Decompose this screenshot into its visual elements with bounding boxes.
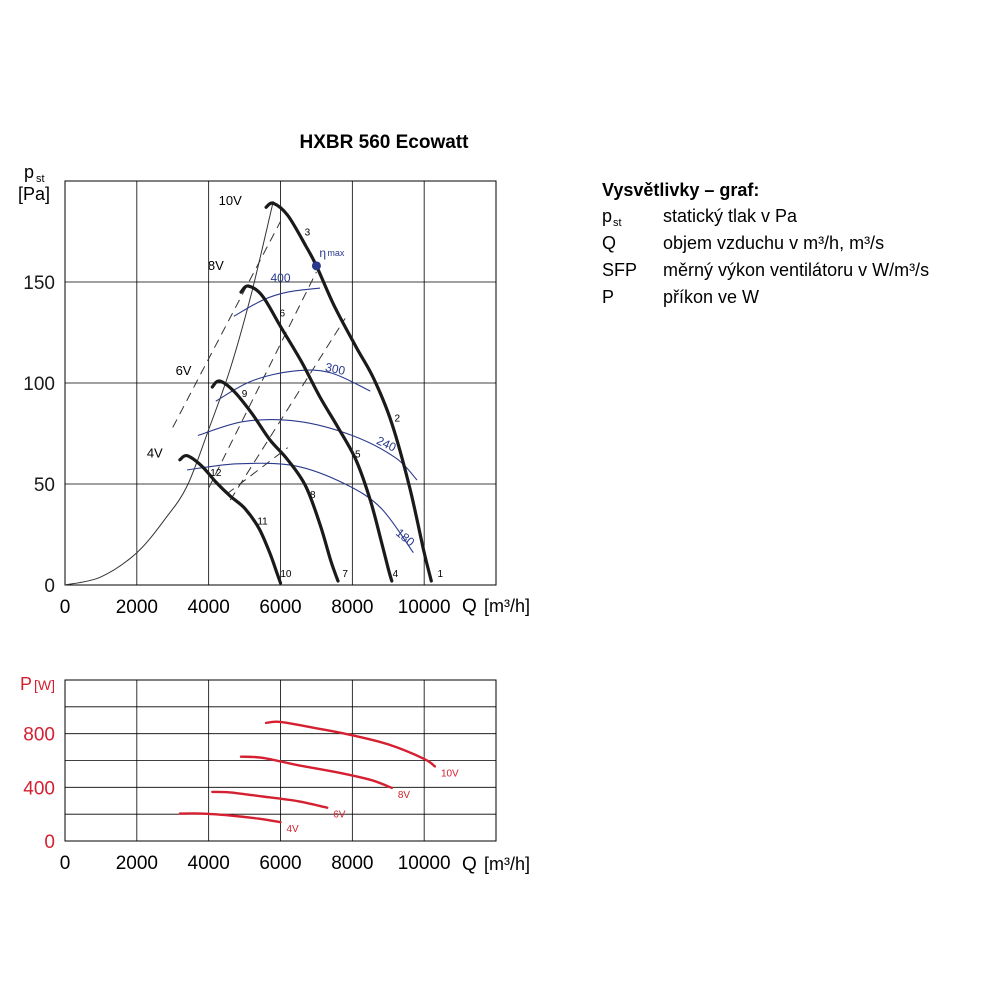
pressure-ticks: 0 2000 4000 6000 8000 10000 0 50 100 150 — [23, 273, 450, 618]
legend-description: měrný výkon ventilátoru v W/m³/s — [663, 260, 929, 280]
operating-point-label: 4 — [393, 569, 399, 580]
x-tick-label: 0 — [60, 853, 71, 874]
sfp-curve-240 — [197, 419, 418, 481]
power-curve-label: 6V — [333, 810, 346, 821]
voltage-label: 6V — [176, 363, 192, 378]
chart-title: HXBR 560 Ecowatt — [300, 132, 470, 153]
operating-point-label: 12 — [210, 468, 222, 479]
power-axis-unit: [W] — [34, 677, 55, 693]
x-tick-label: 4000 — [188, 597, 230, 618]
power-ticks: 0 2000 4000 6000 8000 10000 0 400 800 — [23, 725, 450, 874]
operating-point-label: 10 — [280, 569, 292, 580]
sfp-label: 180 — [393, 526, 418, 550]
voltage-label: 4V — [147, 446, 163, 461]
legend-symbol: p — [602, 206, 612, 226]
power-curve-6V — [211, 790, 329, 809]
legend-row-power: P příkon ve W — [602, 287, 759, 307]
legend-description: příkon ve W — [663, 287, 759, 307]
operating-point-label: 3 — [305, 228, 311, 239]
power-curve-label: 10V — [441, 768, 459, 779]
operating-point-label: 2 — [394, 413, 400, 424]
power-axis-symbol: P — [20, 674, 32, 694]
pressure-axis-unit: [Pa] — [18, 184, 50, 204]
power-grid — [64, 679, 497, 842]
x-tick-label: 10000 — [398, 597, 451, 618]
flow-axis-symbol: Q — [462, 596, 477, 617]
legend-symbol: P — [602, 287, 614, 307]
fan-curve-10V — [264, 201, 433, 583]
efficiency-line — [208, 271, 317, 489]
legend-symbol: Q — [602, 233, 616, 253]
efficiency-line — [226, 447, 288, 495]
operating-point-label: 6 — [280, 308, 286, 319]
eta-max-point — [311, 261, 321, 271]
x-tick-label: 8000 — [331, 597, 373, 618]
x-tick-label: 4000 — [188, 853, 230, 874]
sfp-curve-180 — [187, 462, 414, 554]
power-curve-label: 4V — [287, 824, 300, 835]
x-tick-label: 2000 — [116, 597, 158, 618]
y-tick-label: 150 — [23, 273, 55, 294]
operating-point-label: 9 — [242, 389, 248, 400]
x-tick-label: 6000 — [259, 597, 301, 618]
power-curves: 10V 8V 6V 4V — [178, 720, 459, 835]
sfp-curve-300 — [215, 369, 371, 402]
efficiency-line — [229, 318, 346, 501]
operating-point-label: 11 — [257, 516, 268, 527]
legend-row-flow: Q objem vzduchu v m³/h, m³/s — [602, 233, 884, 253]
legend-symbol-subscript: st — [613, 217, 622, 229]
eta-max-label: η — [319, 246, 326, 260]
legend-title: Vysvětlivky – graf: — [602, 180, 759, 200]
power-curve-8V — [239, 755, 393, 790]
legend-description: statický tlak v Pa — [663, 206, 798, 226]
power-flow-axis-unit: [m³/h] — [484, 854, 530, 874]
fan-curve-4V — [178, 453, 283, 585]
power-curve-10V — [264, 720, 437, 768]
operating-point-label: 5 — [355, 450, 361, 461]
system-curve — [64, 201, 274, 586]
y-tick-label: 800 — [23, 725, 55, 746]
fan-curve-6V — [210, 379, 340, 583]
x-tick-label: 2000 — [116, 853, 158, 874]
power-curve-4V — [178, 812, 282, 824]
sfp-label: 400 — [270, 271, 290, 285]
voltage-label: 8V — [208, 258, 224, 273]
legend-row-pressure: p st statický tlak v Pa — [602, 206, 798, 229]
sfp-label: 300 — [324, 360, 347, 378]
operating-point-label: 1 — [438, 569, 444, 580]
efficiency-line — [172, 221, 281, 428]
operating-point-label: 8 — [310, 490, 316, 501]
pressure-curves — [64, 201, 433, 586]
y-tick-label: 100 — [23, 374, 55, 395]
y-tick-label: 400 — [23, 778, 55, 799]
pressure-axis-symbol: p — [24, 162, 34, 182]
eta-max-subscript: max — [327, 248, 345, 258]
legend: Vysvětlivky – graf: p st statický tlak v… — [602, 180, 929, 307]
y-tick-label: 0 — [44, 576, 55, 597]
pressure-axis-subscript: st — [36, 173, 45, 185]
y-tick-label: 0 — [44, 832, 55, 853]
operating-point-label: 7 — [342, 569, 348, 580]
x-tick-label: 6000 — [259, 853, 301, 874]
x-tick-label: 10000 — [398, 853, 451, 874]
power-flow-axis-symbol: Q — [462, 854, 477, 875]
legend-description: objem vzduchu v m³/h, m³/s — [663, 233, 884, 253]
x-tick-label: 0 — [60, 597, 71, 618]
legend-row-sfp: SFP měrný výkon ventilátoru v W/m³/s — [602, 260, 929, 280]
pressure-grid — [64, 180, 497, 586]
legend-symbol: SFP — [602, 260, 637, 280]
power-curve-label: 8V — [398, 790, 411, 801]
fan-curve-8V — [239, 284, 394, 583]
sfp-curve-400 — [233, 287, 321, 317]
voltage-label: 10V — [219, 193, 242, 208]
y-tick-label: 50 — [34, 475, 55, 496]
flow-axis-unit: [m³/h] — [484, 596, 530, 616]
x-tick-label: 8000 — [331, 853, 373, 874]
